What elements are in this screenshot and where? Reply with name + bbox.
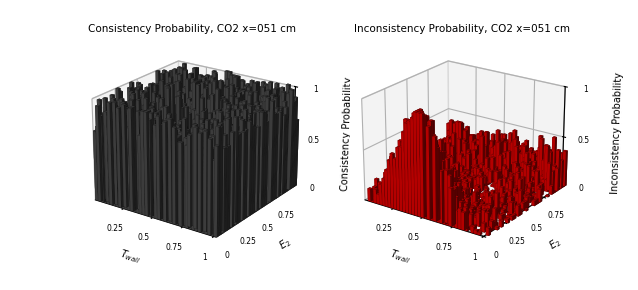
Y-axis label: $E_2$: $E_2$ <box>547 235 564 253</box>
X-axis label: $T_{wall}$: $T_{wall}$ <box>388 246 413 266</box>
X-axis label: $T_{wall}$: $T_{wall}$ <box>118 246 143 266</box>
Y-axis label: $E_2$: $E_2$ <box>277 235 294 253</box>
Title: Inconsistency Probability, CO2 x=051 cm: Inconsistency Probability, CO2 x=051 cm <box>354 24 570 34</box>
Title: Consistency Probability, CO2 x=051 cm: Consistency Probability, CO2 x=051 cm <box>88 24 296 34</box>
